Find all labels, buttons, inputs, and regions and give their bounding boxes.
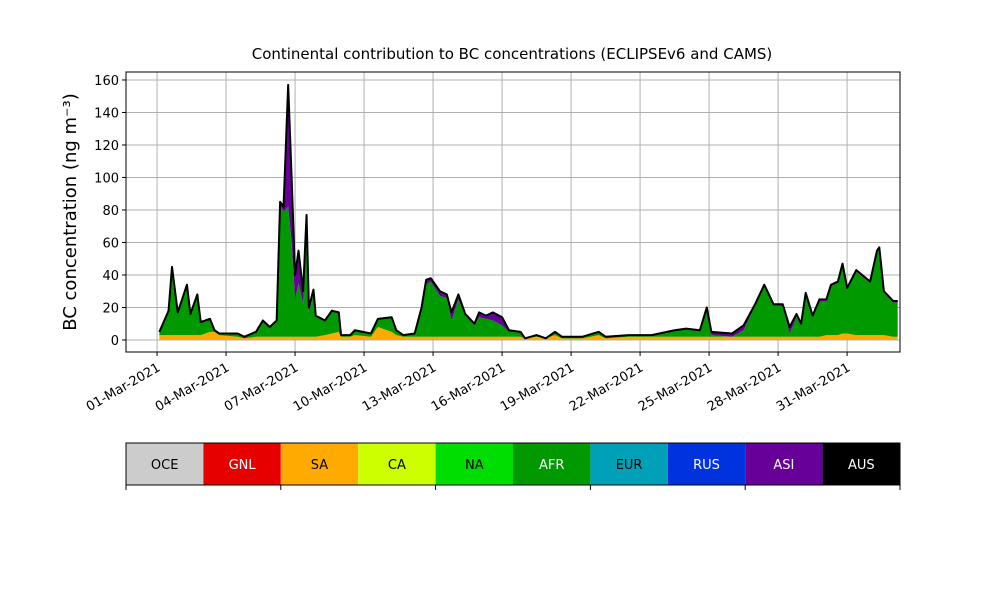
legend-swatch <box>590 443 668 485</box>
legend-swatch <box>667 443 746 485</box>
y-tick-label: 60 <box>102 236 119 251</box>
legend-label: AUS <box>848 458 875 473</box>
legend-label: OCE <box>151 458 179 473</box>
y-tick-label: 100 <box>94 171 119 186</box>
legend-swatch <box>280 443 359 485</box>
y-tick-label: 20 <box>102 301 119 316</box>
legend-label: CA <box>388 458 406 473</box>
plot-frame <box>125 71 901 353</box>
legend-swatch <box>203 443 281 485</box>
legend-swatch <box>745 443 823 485</box>
legend-label: NA <box>465 458 484 473</box>
y-tick-label: 40 <box>102 269 119 284</box>
legend-label: AFR <box>539 458 564 473</box>
y-tick-label: 80 <box>102 204 119 219</box>
y-tick-label: 140 <box>94 106 119 121</box>
y-tick-label: 120 <box>94 139 119 154</box>
y-tick-label: 0 <box>111 334 119 349</box>
legend-swatch <box>513 443 591 485</box>
legend-label: RUS <box>693 458 720 473</box>
total-outline <box>158 83 898 340</box>
legend-label: GNL <box>229 458 257 473</box>
y-tick-label: 160 <box>94 74 119 89</box>
legend-swatch <box>435 443 513 485</box>
legend-swatch <box>126 443 204 485</box>
legend-label: EUR <box>616 458 643 473</box>
chart-title: Continental contribution to BC concentra… <box>252 45 773 63</box>
legend-label: SA <box>311 458 328 473</box>
legend-swatch <box>358 443 436 485</box>
colorbar-frame <box>125 442 901 486</box>
legend-swatch <box>822 443 900 485</box>
legend-label: ASI <box>773 458 794 473</box>
y-axis-label: BC concentration (ng m⁻³) <box>60 93 81 331</box>
